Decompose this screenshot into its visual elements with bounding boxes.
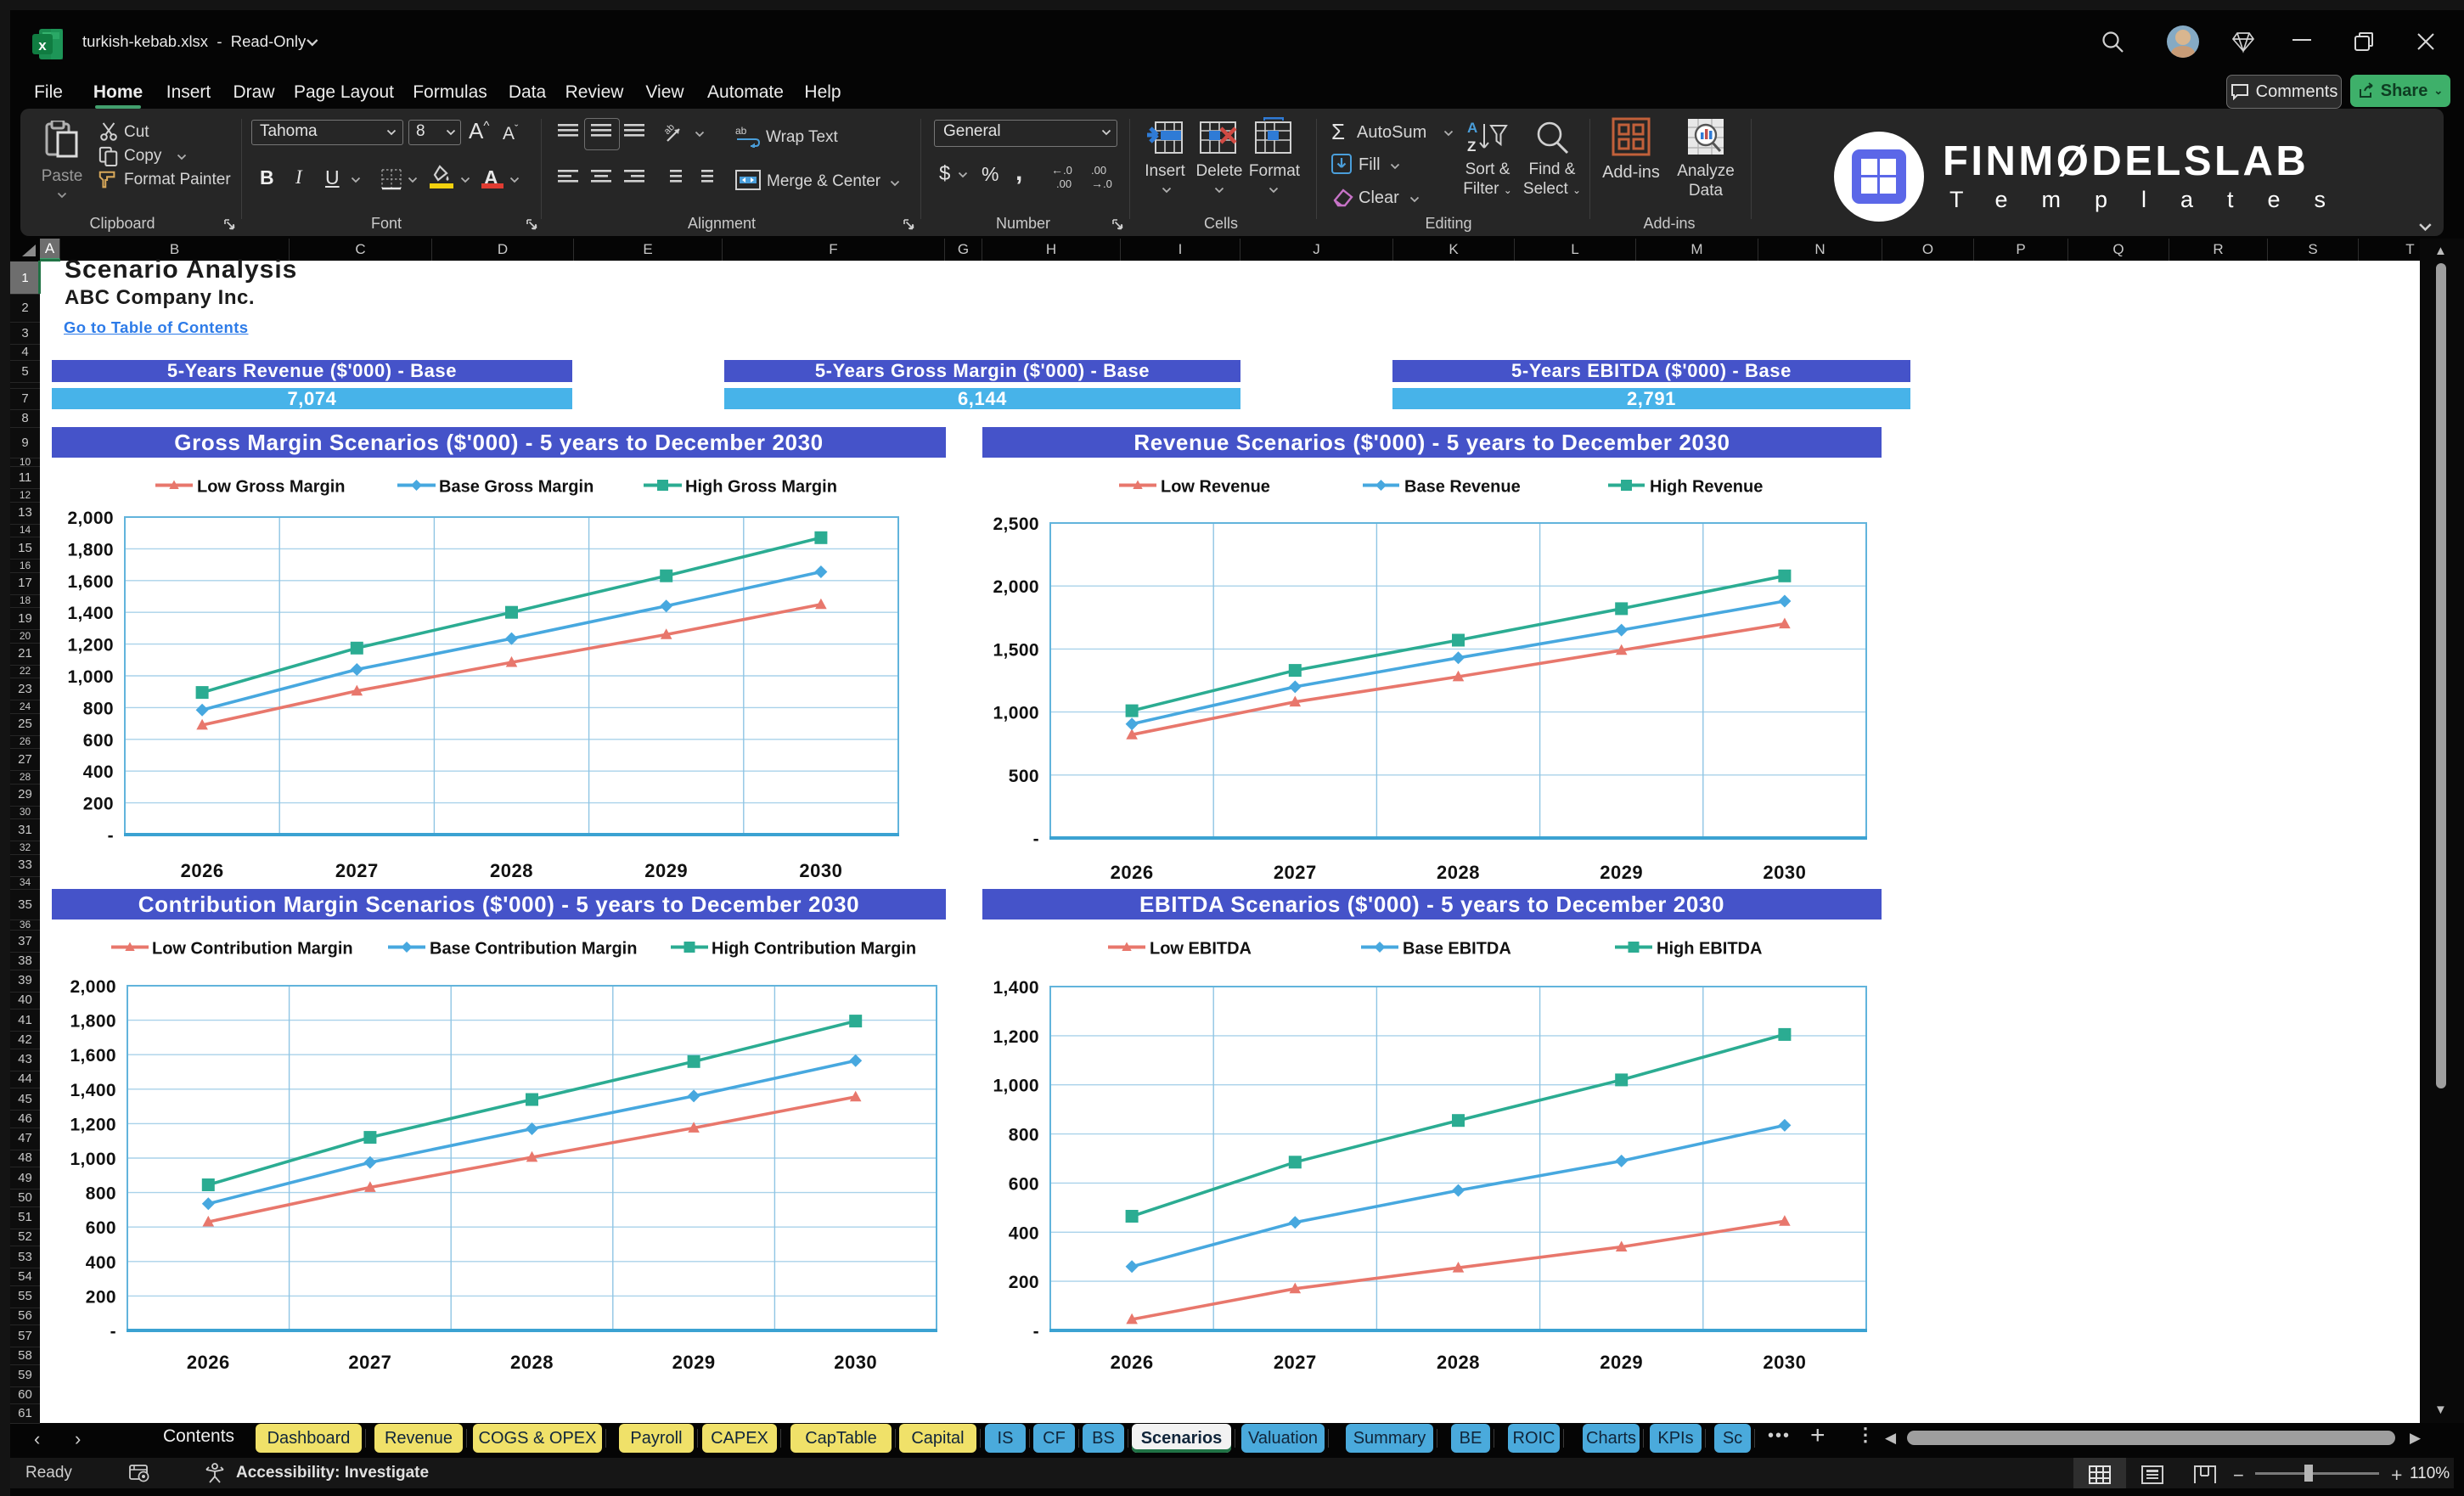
svg-text:2027: 2027: [348, 1352, 391, 1373]
svg-text:400: 400: [1009, 1223, 1039, 1243]
svg-text:1,000: 1,000: [993, 704, 1039, 723]
svg-text:-: -: [110, 1322, 116, 1341]
svg-text:1,000: 1,000: [993, 1077, 1039, 1096]
svg-text:1,200: 1,200: [70, 1115, 116, 1134]
svg-text:High Contribution Margin: High Contribution Margin: [712, 940, 916, 959]
svg-text:400: 400: [83, 762, 114, 782]
svg-text:2029: 2029: [644, 860, 688, 881]
svg-text:2,000: 2,000: [70, 977, 116, 997]
svg-text:1,200: 1,200: [993, 1027, 1039, 1047]
svg-text:2028: 2028: [1437, 862, 1480, 883]
svg-text:Base Contribution Margin: Base Contribution Margin: [430, 940, 637, 959]
svg-text:1,600: 1,600: [70, 1046, 116, 1066]
svg-text:500: 500: [1009, 767, 1039, 786]
svg-text:200: 200: [1009, 1273, 1039, 1292]
svg-text:A: A: [1467, 120, 1477, 136]
svg-text:x: x: [38, 37, 47, 53]
svg-text:-: -: [108, 826, 114, 846]
svg-text:-: -: [1033, 1322, 1039, 1341]
svg-text:600: 600: [86, 1218, 116, 1238]
svg-text:Z: Z: [1467, 138, 1476, 155]
svg-text:High EBITDA: High EBITDA: [1657, 940, 1762, 959]
svg-text:1,400: 1,400: [67, 604, 114, 623]
svg-text:2030: 2030: [834, 1352, 877, 1373]
svg-text:1,800: 1,800: [70, 1012, 116, 1032]
svg-text:600: 600: [83, 731, 114, 751]
svg-text:1,600: 1,600: [67, 572, 114, 592]
svg-text:Low Revenue: Low Revenue: [1161, 478, 1270, 497]
svg-text:2028: 2028: [1437, 1352, 1480, 1373]
svg-text:2,500: 2,500: [993, 515, 1039, 534]
svg-text:2030: 2030: [1763, 862, 1806, 883]
svg-text:1,000: 1,000: [67, 667, 114, 687]
svg-text:2027: 2027: [1274, 862, 1317, 883]
svg-text:2029: 2029: [1600, 1352, 1643, 1373]
svg-text:200: 200: [83, 795, 114, 814]
svg-text:Low EBITDA: Low EBITDA: [1150, 940, 1252, 959]
svg-text:Base Gross Margin: Base Gross Margin: [439, 478, 593, 497]
svg-text:1,000: 1,000: [70, 1150, 116, 1169]
svg-text:2,000: 2,000: [67, 509, 114, 528]
svg-text:1,800: 1,800: [67, 540, 114, 560]
svg-text:200: 200: [86, 1287, 116, 1307]
svg-text:Base Revenue: Base Revenue: [1404, 478, 1521, 497]
svg-text:2,000: 2,000: [993, 577, 1039, 597]
svg-text:Base EBITDA: Base EBITDA: [1403, 940, 1511, 959]
svg-text:2028: 2028: [510, 1352, 554, 1373]
svg-text:2029: 2029: [1600, 862, 1643, 883]
svg-text:Low Gross Margin: Low Gross Margin: [197, 478, 345, 497]
svg-text:2026: 2026: [1111, 862, 1154, 883]
svg-text:800: 800: [1009, 1126, 1039, 1145]
svg-text:2030: 2030: [799, 860, 842, 881]
svg-text:400: 400: [86, 1253, 116, 1273]
svg-text:800: 800: [83, 699, 114, 718]
svg-text:2027: 2027: [1274, 1352, 1317, 1373]
svg-text:2030: 2030: [1763, 1352, 1806, 1373]
svg-text:1,400: 1,400: [70, 1081, 116, 1100]
svg-text:2026: 2026: [181, 860, 224, 881]
svg-text:High Revenue: High Revenue: [1650, 478, 1763, 497]
svg-text:800: 800: [86, 1184, 116, 1204]
svg-text:High Gross Margin: High Gross Margin: [685, 478, 837, 497]
svg-text:Low Contribution Margin: Low Contribution Margin: [152, 940, 353, 959]
svg-text:-: -: [1033, 830, 1039, 849]
svg-text:1,200: 1,200: [67, 636, 114, 655]
svg-text:ab: ab: [735, 126, 747, 137]
svg-text:2029: 2029: [672, 1352, 716, 1373]
svg-text:1,400: 1,400: [993, 978, 1039, 998]
svg-text:600: 600: [1009, 1174, 1039, 1194]
svg-text:2027: 2027: [335, 860, 379, 881]
svg-text:2026: 2026: [187, 1352, 230, 1373]
svg-text:2028: 2028: [490, 860, 533, 881]
svg-text:2026: 2026: [1111, 1352, 1154, 1373]
svg-text:1,500: 1,500: [993, 640, 1039, 660]
